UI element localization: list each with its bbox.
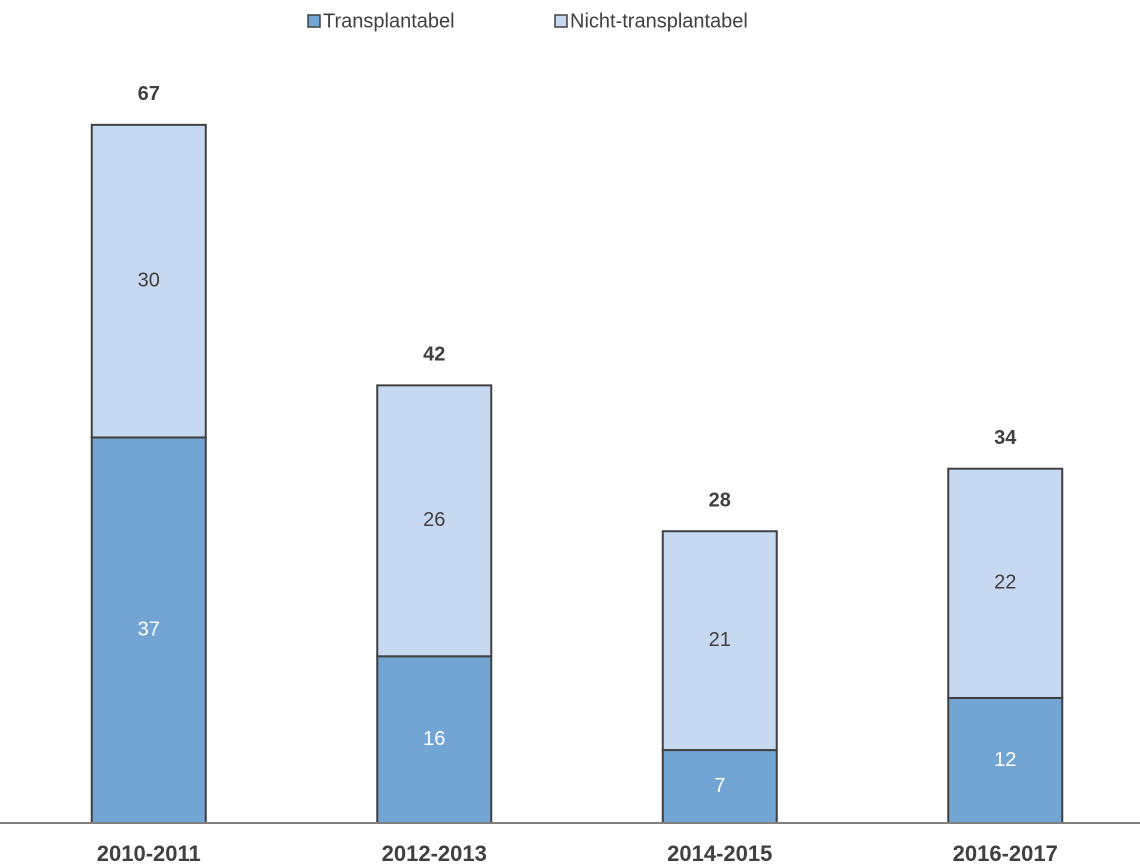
legend-label: Nicht-transplantabel: [570, 10, 748, 32]
total-label: 67: [138, 83, 160, 105]
legend-swatch: [554, 14, 568, 28]
x-tick-label: 2012-2013: [382, 841, 487, 866]
bar-segment: [376, 384, 493, 658]
segment-label: 21: [709, 629, 731, 651]
total-label: 34: [994, 427, 1017, 449]
x-tick-label: 2010-2011: [97, 841, 201, 866]
segment-label: 26: [423, 509, 445, 531]
legend-label: Transplantabel: [323, 10, 455, 32]
bar-segment: [661, 530, 778, 752]
segment-label: 22: [994, 572, 1016, 594]
total-label: 42: [423, 344, 445, 366]
x-tick-label: 2016-2017: [953, 841, 1058, 866]
bar-segment: [90, 436, 207, 824]
x-tick-label: 2014-2015: [667, 841, 772, 866]
segment-label: 7: [714, 775, 725, 797]
legend-swatch: [307, 14, 321, 28]
segment-label: 30: [138, 269, 160, 291]
segment-label: 16: [423, 728, 445, 750]
total-label: 28: [709, 490, 731, 512]
segment-label: 37: [138, 619, 160, 641]
bar-segment: [947, 467, 1064, 699]
segment-label: 12: [994, 749, 1016, 771]
bar-segment: [90, 123, 207, 439]
